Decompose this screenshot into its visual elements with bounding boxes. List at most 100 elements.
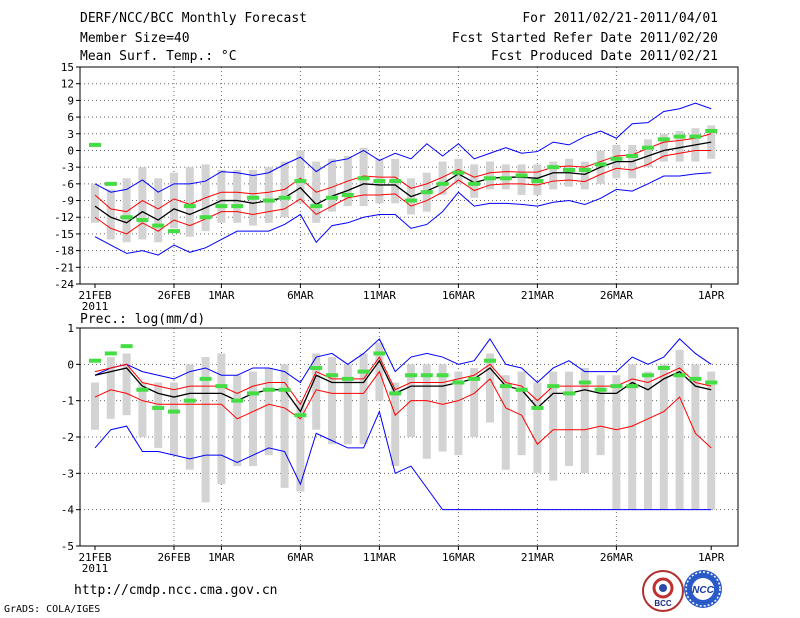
range-box — [249, 371, 257, 467]
observed-marker — [136, 387, 149, 392]
range-box — [185, 167, 194, 237]
observed-marker — [610, 156, 623, 161]
y-tick-label: -12 — [54, 211, 74, 224]
observed-marker — [168, 229, 180, 234]
observed-marker — [341, 192, 354, 197]
range-box — [675, 130, 684, 162]
y-tick-label: -24 — [54, 278, 74, 291]
mean-line — [94, 141, 712, 224]
member-size-label: Member Size=40 — [80, 31, 190, 46]
observed-marker — [120, 215, 133, 220]
started-date: Fcst Started Refer Date 2011/02/20 — [451, 31, 718, 46]
observed-marker — [373, 179, 386, 184]
spread-lower-line — [94, 370, 712, 449]
ncc-logo-text: NCC — [692, 585, 714, 596]
observed-marker — [673, 373, 686, 378]
range-box — [486, 161, 494, 190]
range-box — [644, 139, 652, 168]
range-box — [280, 364, 289, 488]
observed-marker — [420, 373, 433, 378]
y-tick-label: 12 — [61, 78, 74, 91]
y-tick-label: 9 — [67, 94, 74, 107]
y-tick-label: -9 — [61, 195, 74, 208]
observed-marker — [499, 176, 512, 181]
range-box — [391, 382, 400, 467]
observed-marker — [452, 380, 465, 385]
observed-marker — [294, 413, 307, 418]
observed-marker — [247, 195, 259, 200]
y-tick-label: -4 — [61, 504, 75, 517]
y-tick-label: 6 — [67, 111, 74, 124]
range-box — [659, 133, 668, 162]
range-box — [438, 364, 447, 452]
x-tick-label: 16MAR — [442, 289, 475, 302]
y-tick-label: -3 — [61, 467, 74, 480]
y-tick-label: 0 — [67, 358, 74, 371]
spread-lower-line — [94, 149, 712, 235]
observed-marker — [563, 391, 575, 396]
observed-marker — [689, 134, 702, 139]
y-tick-label: -15 — [54, 228, 74, 241]
observed-marker — [657, 137, 670, 142]
range-box — [91, 183, 99, 223]
range-box — [517, 371, 526, 456]
observed-marker — [673, 134, 686, 139]
range-box — [422, 364, 431, 459]
observed-marker — [626, 384, 639, 389]
y-tick-label: 15 — [61, 61, 74, 74]
observed-marker — [199, 215, 212, 220]
range-box — [533, 382, 542, 474]
x-tick-label: 11MAR — [363, 289, 396, 302]
range-box — [201, 357, 210, 503]
observed-marker — [104, 351, 117, 356]
observed-marker — [405, 198, 417, 203]
range-box — [580, 161, 589, 190]
observed-marker — [515, 387, 528, 392]
observed-marker — [578, 380, 591, 385]
range-box — [296, 150, 305, 204]
observed-marker — [626, 154, 639, 159]
y-tick-label: -21 — [54, 261, 74, 274]
range-box — [438, 161, 447, 195]
range-box — [154, 178, 163, 243]
observed-marker — [594, 387, 607, 392]
observed-marker — [405, 373, 417, 378]
range-box — [122, 178, 131, 243]
source-url[interactable]: http://cmdp.ncc.cma.gov.cn — [74, 583, 278, 598]
max-line — [94, 338, 712, 384]
observed-marker — [436, 181, 449, 186]
range-box — [312, 353, 321, 430]
range-box — [470, 367, 479, 437]
x-tick-year-label: 2011 — [82, 562, 109, 575]
observed-marker — [468, 376, 481, 381]
x-tick-label: 1MAR — [208, 289, 235, 302]
min-line — [94, 410, 712, 511]
x-tick-label: 21FEB — [78, 551, 111, 564]
y-tick-label: -6 — [61, 178, 74, 191]
range-box — [675, 349, 684, 510]
range-box — [106, 357, 115, 419]
observed-marker — [89, 358, 101, 363]
produced-date: Fcst Produced Date 2011/02/21 — [491, 49, 718, 64]
observed-marker — [247, 391, 259, 396]
observed-marker — [278, 195, 291, 200]
x-tick-label: 11MAR — [363, 551, 396, 564]
x-tick-label: 21FEB — [78, 289, 111, 302]
observed-marker — [484, 176, 496, 181]
observed-marker — [199, 376, 212, 381]
range-box — [644, 371, 652, 510]
y-tick-label: -18 — [54, 245, 74, 258]
grads-credit: GrADS: COLA/IGES — [4, 604, 101, 615]
observed-marker — [278, 387, 291, 392]
y-tick-label: -3 — [61, 161, 74, 174]
observed-marker — [642, 373, 654, 378]
observed-marker — [168, 409, 180, 414]
ncc-logo: NCC — [684, 570, 722, 608]
x-tick-label: 26FEB — [157, 551, 190, 564]
range-box — [91, 382, 99, 430]
observed-marker — [373, 351, 386, 356]
chart-title: DERF/NCC/BCC Monthly Forecast — [80, 11, 307, 26]
range-box — [343, 364, 352, 445]
plot-frame — [79, 66, 739, 285]
observed-marker — [104, 181, 117, 186]
